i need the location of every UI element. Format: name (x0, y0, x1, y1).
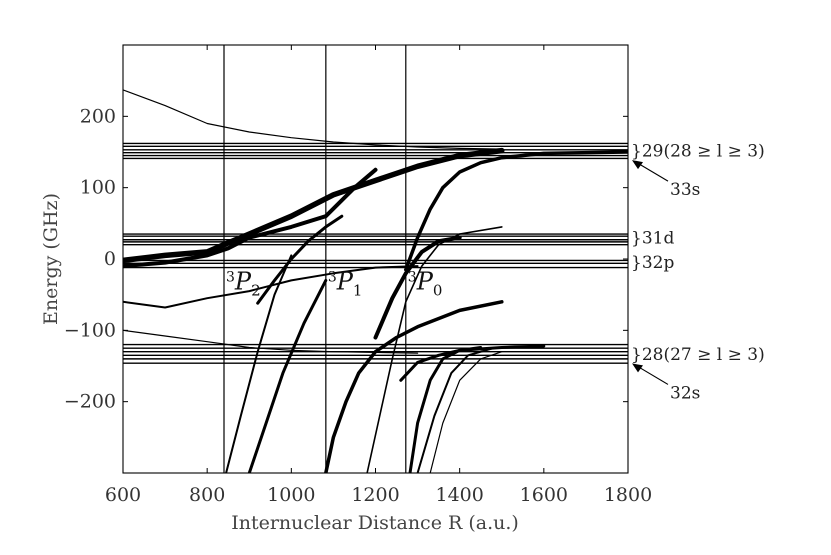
x-tick-label: 1200 (351, 484, 399, 506)
potential-curve-3 (123, 147, 505, 264)
asymptote-label-1: }31d (631, 229, 674, 249)
potential-curve-6 (225, 254, 293, 473)
plot-frame (122, 44, 629, 474)
arrow-label-0: 33s (670, 180, 700, 200)
potential-curve-12 (408, 346, 483, 473)
potential-curve-7 (256, 214, 344, 305)
threshold-label-2: 3P0 (408, 268, 443, 300)
y-tick-label: −200 (64, 391, 116, 413)
y-tick-label: −100 (64, 319, 116, 341)
potential-curves (123, 89, 628, 473)
threshold-label-0: 3P2 (226, 268, 261, 300)
asymptote-label-2: }32p (631, 253, 674, 273)
potential-curve-1 (123, 329, 419, 354)
x-tick-label: 1000 (267, 484, 315, 506)
y-tick-label: 200 (80, 105, 116, 127)
threshold-labels: 3P2 3P1 3P0 (226, 268, 442, 300)
asymptote-label-0: }29(28 ≥ l ≥ 3) (631, 142, 765, 162)
threshold-label-1: 3P1 (328, 268, 363, 300)
potential-curve-10 (366, 226, 503, 473)
potential-curve-9 (404, 150, 628, 272)
arrow-line-1 (635, 364, 669, 385)
potential-curve-15 (429, 351, 503, 473)
potential-curve-5 (247, 278, 328, 473)
potential-curve-0 (123, 89, 503, 150)
x-tick-label: 1600 (520, 484, 568, 506)
y-tick-label: 0 (104, 248, 116, 270)
potential-curve-8 (324, 300, 504, 473)
x-tick-label: 600 (105, 484, 141, 506)
potential-curve-11 (373, 235, 462, 340)
arrow-line-0 (635, 161, 669, 182)
x-axis-ticks: 600 800 1000 1200 1400 1600 1800 (105, 45, 652, 506)
potential-curve-14 (399, 344, 546, 382)
potential-curve-4 (123, 167, 378, 269)
potential-curve-13 (416, 347, 495, 473)
threshold-vertical-lines (223, 45, 407, 473)
arrow-label-1: 32s (670, 383, 700, 403)
asymptote-annotations: }29(28 ≥ l ≥ 3) }31d }32p }28(27 ≥ l ≥ 3) 33… (631, 142, 765, 404)
x-tick-label: 1800 (604, 484, 652, 506)
arrow-head-0 (632, 160, 643, 170)
x-tick-label: 1400 (435, 484, 483, 506)
arrow-head-1 (632, 363, 643, 373)
y-tick-label: 100 (80, 177, 116, 199)
x-axis-title: Internuclear Distance R (a.u.) (231, 512, 519, 534)
y-axis-title: Energy (GHz) (40, 193, 62, 325)
x-tick-label: 800 (189, 484, 225, 506)
asymptote-label-3: }28(27 ≥ l ≥ 3) (631, 345, 765, 365)
y-axis-ticks: −200 −100 0 100 200 (64, 105, 628, 413)
